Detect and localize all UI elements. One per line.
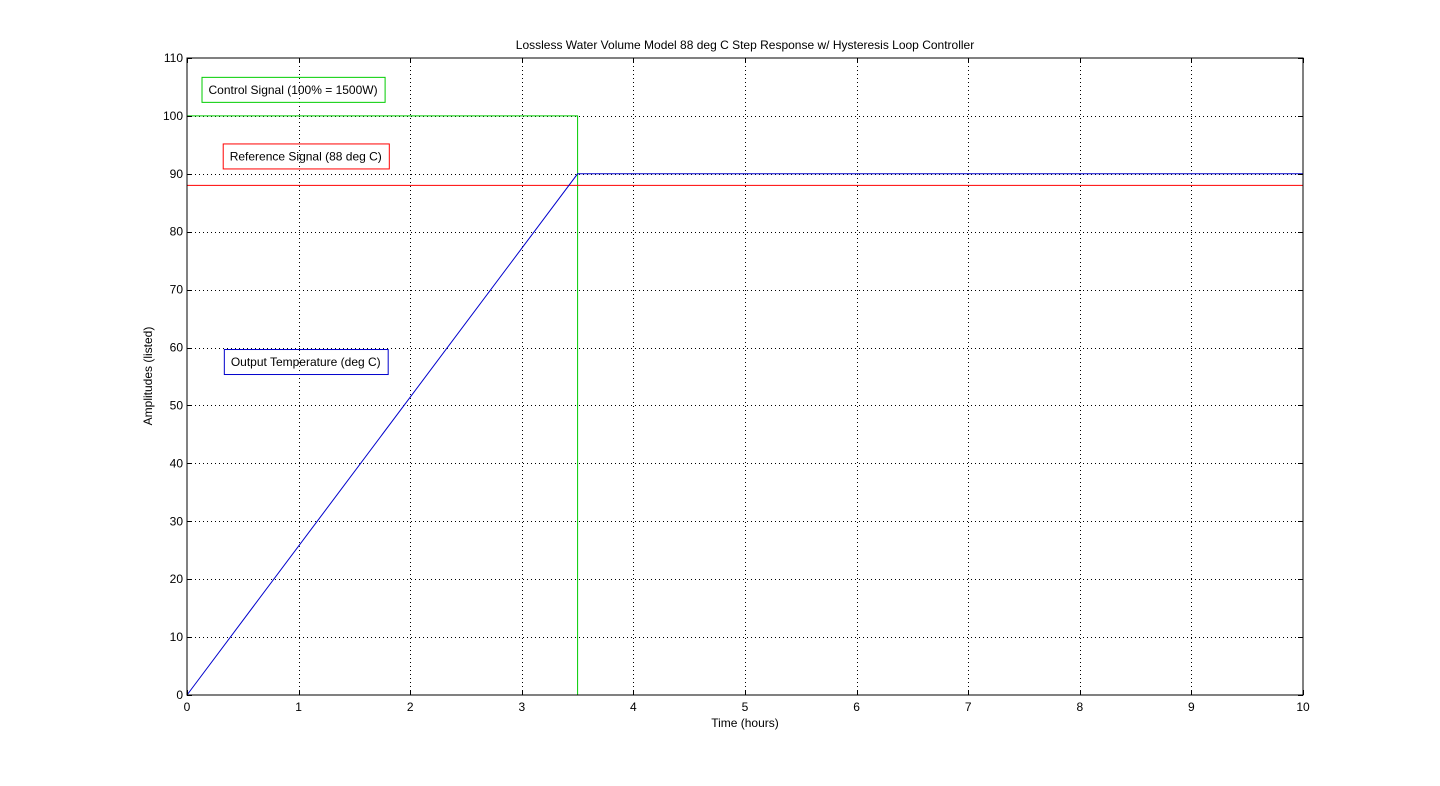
x-tick-label: 7 <box>965 700 972 714</box>
plot-area <box>187 58 1303 695</box>
x-axis-label: Time (hours) <box>711 716 779 730</box>
x-tick-label: 4 <box>630 700 637 714</box>
x-tick-label: 5 <box>742 700 749 714</box>
chart-title: Lossless Water Volume Model 88 deg C Ste… <box>516 38 974 52</box>
y-tick-label: 90 <box>170 167 184 181</box>
x-tick-label: 8 <box>1076 700 1083 714</box>
y-tick-label: 70 <box>170 283 184 297</box>
annotation-label: Output Temperature (deg C) <box>231 355 381 369</box>
annotation-box <box>201 76 386 103</box>
annotation-1: Reference Signal (88 deg C) <box>222 143 390 170</box>
y-tick-label: 40 <box>170 456 184 470</box>
annotation-box <box>222 143 390 170</box>
annotation-label: Control Signal (100% = 1500W) <box>209 83 378 97</box>
x-tick-label: 10 <box>1296 700 1310 714</box>
x-tick-label: 0 <box>184 700 191 714</box>
x-tick-label: 2 <box>407 700 414 714</box>
x-tick-label: 6 <box>853 700 860 714</box>
y-tick-label: 110 <box>164 51 183 65</box>
y-tick-label: 0 <box>176 688 183 702</box>
y-tick-label: 100 <box>163 109 183 123</box>
series-line-2 <box>186 173 1303 696</box>
annotation-label: Reference Signal (88 deg C) <box>230 149 382 163</box>
y-tick-label: 20 <box>170 572 184 586</box>
x-tick-label: 1 <box>295 700 302 714</box>
annotation-box <box>223 349 389 376</box>
x-tick-label: 3 <box>518 700 525 714</box>
y-tick-label: 60 <box>170 341 184 355</box>
y-tick-label: 50 <box>170 398 184 412</box>
annotation-2: Output Temperature (deg C) <box>223 349 389 376</box>
y-tick-label: 10 <box>170 630 184 644</box>
y-tick-label: 80 <box>170 225 184 239</box>
y-axis-label: Amplitudes (listed) <box>141 327 155 426</box>
x-tick-label: 9 <box>1188 700 1195 714</box>
annotation-0: Control Signal (100% = 1500W) <box>201 76 386 103</box>
annotations: Control Signal (100% = 1500W) Reference S… <box>201 76 390 376</box>
y-tick-label: 30 <box>170 514 184 528</box>
